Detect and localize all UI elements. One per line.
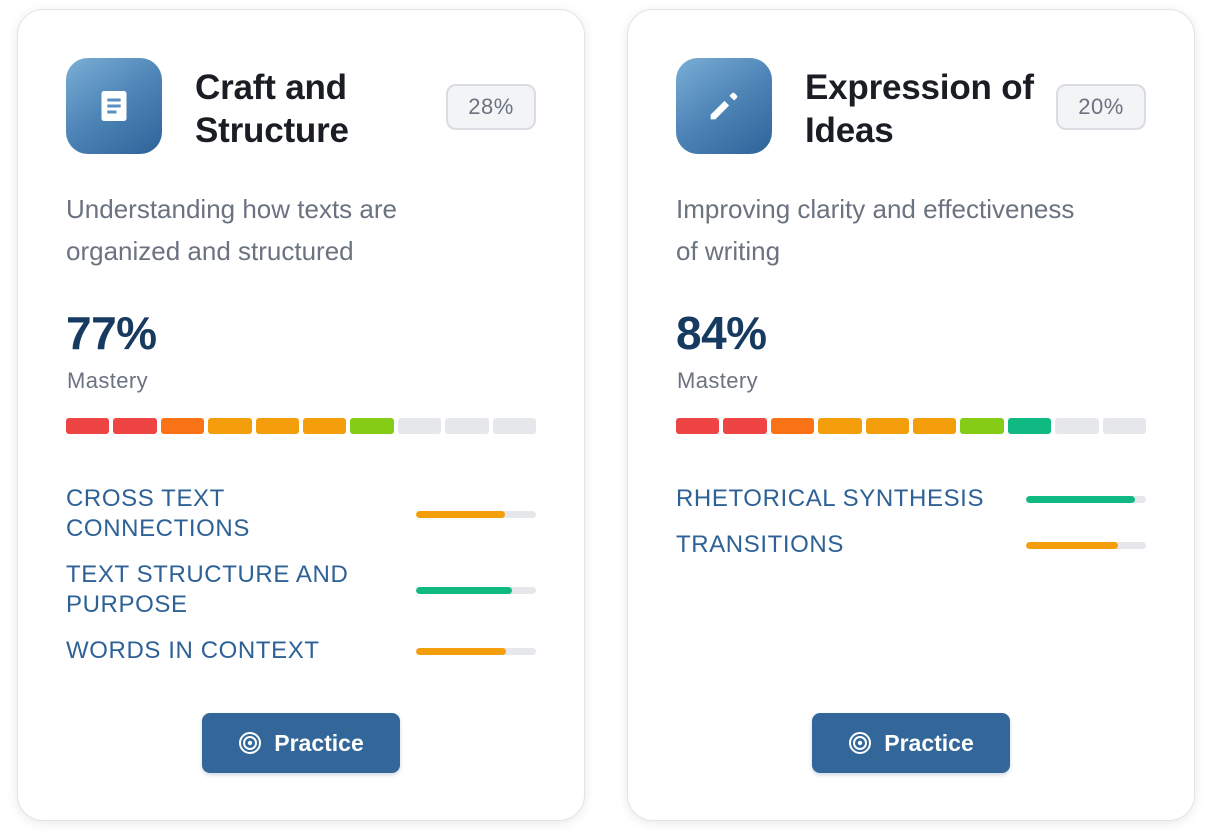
skill-row: TEXT STRUCTURE AND PURPOSE [66,560,536,620]
mastery-segment-bar [676,418,1147,434]
skill-progress-fill [416,647,506,655]
mastery-segment [960,418,1004,434]
mastery-segment [303,418,347,434]
practice-button[interactable]: Practice [202,713,400,773]
skill-progress-bar [416,510,536,518]
weight-badge: 20% [1056,84,1146,130]
mastery-value: 77% [66,307,157,359]
skill-row: WORDS IN CONTEXT [66,636,536,666]
mastery-segment [492,418,537,434]
mastery-segment [255,418,300,434]
skill-name[interactable]: WORDS IN CONTEXT [66,637,320,664]
skill-progress-bar [416,586,536,594]
skill-progress-fill [1026,495,1136,503]
mastery-segment [397,418,442,434]
mastery-segment-bar [66,418,537,434]
skill-progress-bar [1026,541,1146,549]
skill-progress-bar [416,647,536,655]
skill-name[interactable]: TEXT STRUCTURE AND PURPOSE [66,561,349,618]
mastery-segment [770,418,815,434]
weight-badge: 28% [446,84,536,130]
target-icon [239,732,262,754]
skill-name[interactable]: RHETORICAL SYNTHESIS [676,485,985,512]
skill-name[interactable]: CROSS TEXT CONNECTIONS [66,485,250,542]
skill-list: CROSS TEXT CONNECTIONS TEXT STRUCTURE AN… [66,484,536,682]
skill-list: RHETORICAL SYNTHESIS TRANSITIONS [676,484,1146,576]
skill-name[interactable]: TRANSITIONS [676,531,844,558]
skill-progress-fill [1026,541,1119,549]
mastery-label: Mastery [677,368,759,393]
skill-progress-fill [416,586,512,594]
mastery-segment [913,418,957,434]
card-title: Craft and Structure [195,68,349,150]
skill-progress-bar [1026,495,1146,503]
practice-button-label: Practice [274,729,364,756]
skill-row: CROSS TEXT CONNECTIONS [66,484,536,544]
mastery-segment [1007,418,1052,434]
mastery-segment [208,418,252,434]
mastery-segment [723,418,767,434]
mastery-label: Mastery [67,368,149,393]
mastery-segment [160,418,205,434]
mastery-segment [445,418,489,434]
mastery-segment [818,418,862,434]
practice-button-label: Practice [884,729,974,756]
skill-row: RHETORICAL SYNTHESIS [676,484,1146,514]
card-title: Expression of Ideas [805,68,1034,150]
card-description: Improving clarity and effectiveness of w… [676,194,1075,266]
skill-row: TRANSITIONS [676,530,1146,560]
mastery-segment [1055,418,1099,434]
mastery-segment [350,418,394,434]
domain-card-craft-and-structure: Craft and Structure 28% Understanding ho… [17,9,585,821]
pencil-icon [676,58,772,154]
target-icon [849,732,872,754]
mastery-segment [113,418,157,434]
document-icon [66,58,162,154]
mastery-segment [676,418,720,434]
skill-progress-fill [416,510,505,518]
mastery-segment [865,418,910,434]
mastery-segment [1102,418,1147,434]
mastery-value: 84% [676,307,767,359]
domain-card-expression-of-ideas: Expression of Ideas 20% Improving clarit… [627,9,1195,821]
practice-button[interactable]: Practice [812,713,1010,773]
mastery-segment [66,418,110,434]
card-description: Understanding how texts are organized an… [66,194,397,266]
